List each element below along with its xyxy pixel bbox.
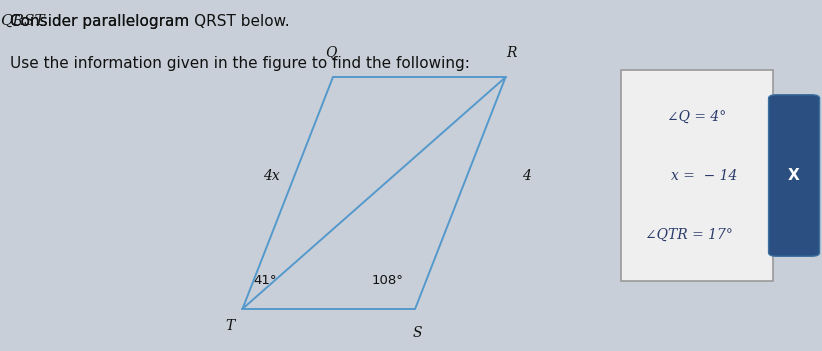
- Text: 108°: 108°: [372, 274, 404, 287]
- Text: ∠QTR = 17°: ∠QTR = 17°: [645, 227, 733, 241]
- Text: Consider parallelogram: Consider parallelogram: [10, 14, 194, 29]
- Text: Use the information given in the figure to find the following:: Use the information given in the figure …: [10, 56, 469, 71]
- Text: S: S: [413, 326, 423, 340]
- Text: x =  − 14: x = − 14: [671, 168, 737, 183]
- Text: Q: Q: [326, 46, 337, 60]
- Text: QRST: QRST: [0, 14, 45, 28]
- Text: 4: 4: [522, 168, 530, 183]
- Text: X: X: [788, 168, 800, 183]
- Text: T: T: [225, 319, 235, 333]
- Text: 4x: 4x: [263, 168, 279, 183]
- Text: ∠Q = 4°: ∠Q = 4°: [667, 110, 727, 124]
- Text: R: R: [506, 46, 516, 60]
- Text: 41°: 41°: [253, 274, 276, 287]
- Text: Consider parallelogram QRST below.: Consider parallelogram QRST below.: [10, 14, 289, 29]
